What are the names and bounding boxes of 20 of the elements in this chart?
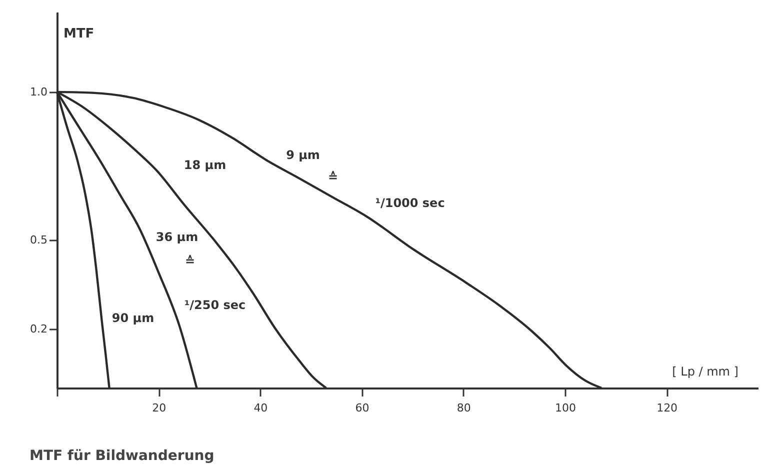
y-tick-label: 1.0 [30, 85, 48, 98]
x-tick-label: 60 [355, 402, 370, 414]
annotation: ≙ [328, 170, 338, 184]
annotation: 18 µm [184, 158, 226, 172]
annotation: ¹/250 sec [184, 298, 246, 312]
x-axis-title: [ Lp / mm ] [672, 364, 738, 378]
text: MTF für Bildwanderung [30, 448, 214, 464]
annotation: 90 µm [112, 311, 154, 325]
y-axis-title: MTF [64, 26, 94, 42]
x-tick-label: 40 [254, 402, 268, 414]
annotation: ≙ [184, 254, 196, 268]
y-tick-label: 0.2 [30, 322, 48, 336]
annotation: 9 µm [286, 148, 320, 162]
annotation: 36 µm [156, 230, 198, 244]
x-tick-label: 80 [456, 402, 471, 414]
annotation: ¹/1000 sec [375, 196, 445, 210]
x-tick-label: 20 [152, 402, 166, 414]
y-tick-label: 0.5 [30, 233, 48, 246]
x-tick-label: 120 [656, 402, 678, 414]
x-tick-label: 100 [554, 402, 576, 414]
